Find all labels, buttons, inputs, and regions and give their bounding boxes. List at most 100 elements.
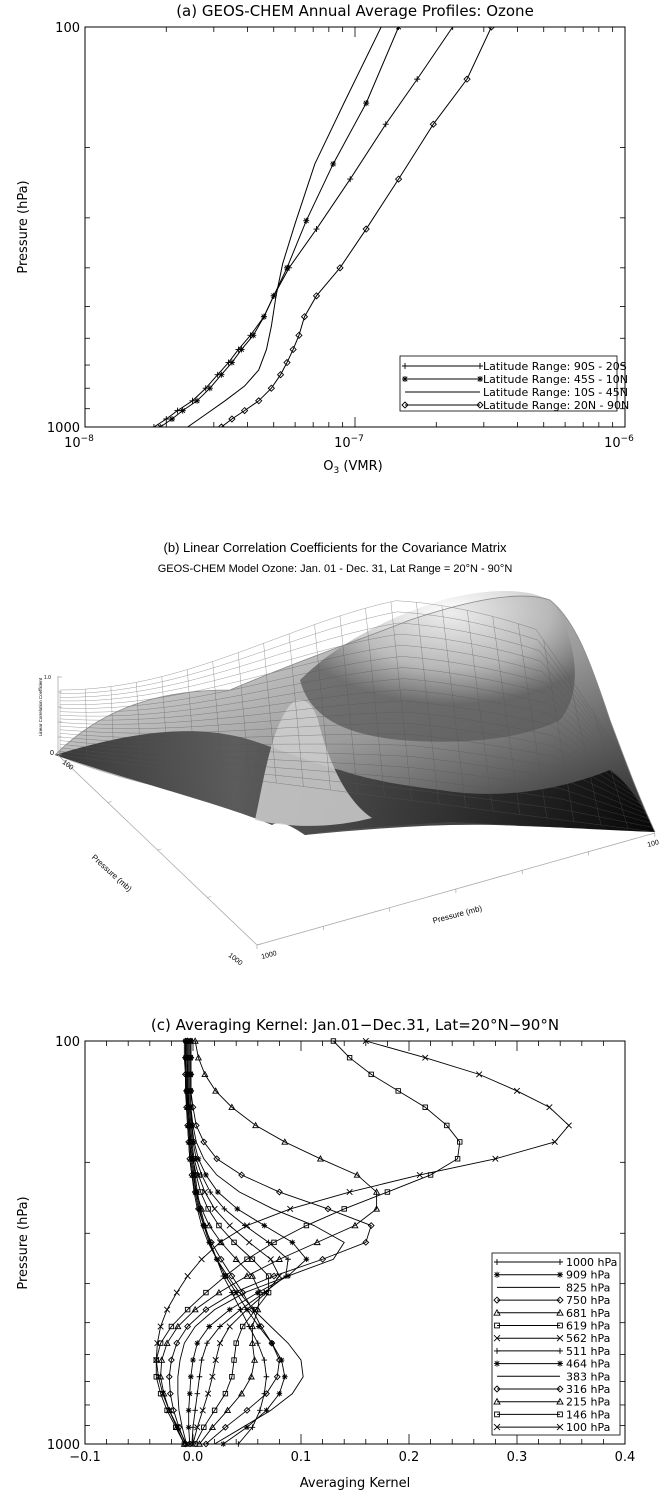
panel-c-point-7 — [194, 1424, 201, 1431]
panel-c-point-13 — [395, 1088, 401, 1094]
panel-a-point-4 — [289, 345, 297, 354]
panel-c-point-11 — [184, 1323, 192, 1330]
surface-mesh-line — [187, 669, 196, 773]
panel-b-ylabel: Pressure (mb) — [90, 853, 134, 894]
panel-c-point-11 — [166, 1390, 174, 1398]
panel-a-legend-label-4: Latitude Range: 20N - 90N — [483, 399, 629, 412]
panel-a-point-4 — [283, 358, 291, 367]
panel-a-point-1 — [163, 416, 170, 423]
panel-c-series-line-3 — [183, 1041, 304, 1445]
panel-c-point-7 — [205, 1390, 212, 1397]
panel-c-x-tick-label: 0.3 — [507, 1450, 528, 1465]
panel-c-point-13 — [368, 1071, 374, 1078]
panel-a-ozone-profiles: (a) GEOS-CHEM Annual Average Profiles: O… — [16, 2, 634, 476]
panel-c-x-tick-label: 0.0 — [183, 1450, 204, 1465]
panel-c-legend-marker — [493, 1296, 501, 1304]
panel-c-point-12 — [194, 1053, 202, 1061]
panel-a-legend-marker — [401, 401, 409, 409]
panel-c-point-14 — [159, 1390, 166, 1397]
panel-a-point-2 — [168, 416, 175, 423]
panel-c-point-2 — [276, 1390, 283, 1397]
panel-a-point-4 — [255, 397, 263, 405]
panel-c-legend-marker — [493, 1308, 501, 1316]
panel-c-point-14 — [243, 1222, 251, 1229]
panel-c-point-11 — [230, 1289, 238, 1297]
surface-mesh-line — [263, 643, 277, 784]
panel-c-point-14 — [346, 1188, 353, 1196]
panel-c-legend-marker — [557, 1347, 563, 1354]
panel-c-legend-marker — [556, 1423, 564, 1431]
panel-c-point-13 — [346, 1054, 353, 1061]
panel-a-y-tick-label: 1000 — [47, 421, 80, 436]
panel-b-ticks — [57, 676, 656, 949]
panel-c-point-7 — [226, 1222, 233, 1229]
panel-a-x-tick-label: 10−7 — [334, 434, 364, 451]
panel-a-point-1 — [414, 76, 421, 83]
panel-a-point-4 — [295, 331, 303, 339]
panel-c-point-12 — [316, 1155, 325, 1162]
panel-a-point-2 — [218, 371, 225, 378]
panel-c-point-11 — [170, 1406, 177, 1414]
panel-a-point-4 — [336, 264, 344, 272]
panel-c-point-5 — [208, 1423, 217, 1430]
panel-c-point-4 — [221, 1423, 229, 1431]
panel-c-point-13 — [454, 1156, 461, 1162]
panel-c-point-14 — [513, 1087, 521, 1095]
panel-c-point-2 — [196, 1206, 203, 1212]
panel-a-legend-marker — [402, 363, 408, 369]
panel-c-point-13 — [341, 1206, 347, 1212]
panel-c-legend-marker — [557, 1360, 563, 1367]
panel-a-legend-label-2: Latitude Range: 45S - 10N — [483, 373, 628, 386]
panel-c-point-4 — [243, 1406, 251, 1414]
panel-c-point-12 — [163, 1339, 171, 1346]
panel-a-point-2 — [238, 346, 245, 353]
panel-c-point-12 — [158, 1356, 166, 1363]
surface-mesh-line — [314, 624, 331, 791]
panel-c-point-4 — [217, 1255, 225, 1263]
panel-c-point-13 — [244, 1256, 250, 1262]
panel-c-point-11 — [362, 1238, 370, 1246]
panel-a-legend-marker — [402, 376, 408, 382]
panel-c-point-14 — [492, 1155, 499, 1162]
panel-c-point-11 — [202, 1306, 210, 1314]
panel-c-legend-label-8: 511 hPa — [566, 1345, 610, 1358]
panel-c-point-7 — [267, 1256, 274, 1263]
panel-b-xlabel: Pressure (mb) — [432, 904, 484, 926]
panel-c-point-6 — [249, 1256, 256, 1262]
surface-mesh-line — [467, 610, 493, 812]
panel-c-point-8 — [194, 1390, 201, 1397]
panel-c-point-2 — [263, 1407, 270, 1414]
surface-diagonal-ridge — [255, 700, 372, 826]
panel-c-point-13 — [271, 1239, 277, 1246]
surface-mesh-line — [161, 676, 169, 770]
panel-c-point-5 — [223, 1406, 232, 1414]
panel-c-point-14 — [422, 1054, 429, 1061]
surface-mesh-line — [85, 689, 88, 759]
panel-c-series-line-13 — [155, 1040, 461, 1445]
panel-c-point-7 — [276, 1272, 283, 1280]
surface-mesh-line — [441, 605, 466, 808]
panel-c-point-7 — [226, 1323, 233, 1330]
panel-c-point-8 — [237, 1306, 244, 1313]
panel-c-point-6 — [197, 1189, 204, 1195]
panel-c-point-1 — [263, 1373, 270, 1380]
panel-c-legend-label-11: 316 hPa — [566, 1383, 610, 1396]
panel-c-point-14 — [174, 1424, 181, 1431]
panel-a-point-1 — [150, 424, 157, 427]
panel-c-legend-marker — [557, 1411, 563, 1418]
panel-c-averaging-kernel: (c) Averaging Kernel: Jan.01−Dec.31, Lat… — [16, 1016, 635, 1491]
panel-c-point-14 — [287, 1205, 294, 1213]
panel-c-axes: −0.1 0.0 0.1 0.2 0.3 0.4 100 1000 — [47, 1035, 635, 1465]
panel-b-correlation-surface: (b) Linear Correlation Coefficients for … — [38, 540, 660, 967]
panel-c-point-12 — [191, 1305, 199, 1313]
panel-c-point-12 — [191, 1037, 199, 1044]
panel-a-legend-box — [399, 355, 618, 412]
panel-a-legend-marker — [477, 363, 483, 369]
panel-c-point-9 — [191, 1139, 197, 1145]
panel-a-xlabel: O3 (VMR) — [323, 459, 382, 476]
panel-c-legend-marker — [557, 1259, 563, 1265]
panel-a-point-1 — [347, 176, 354, 183]
panel-c-legend-label-9: 464 hPa — [566, 1358, 610, 1371]
panel-c-point-14 — [216, 1239, 224, 1246]
panel-c-title: (c) Averaging Kernel: Jan.01−Dec.31, Lat… — [151, 1016, 559, 1034]
